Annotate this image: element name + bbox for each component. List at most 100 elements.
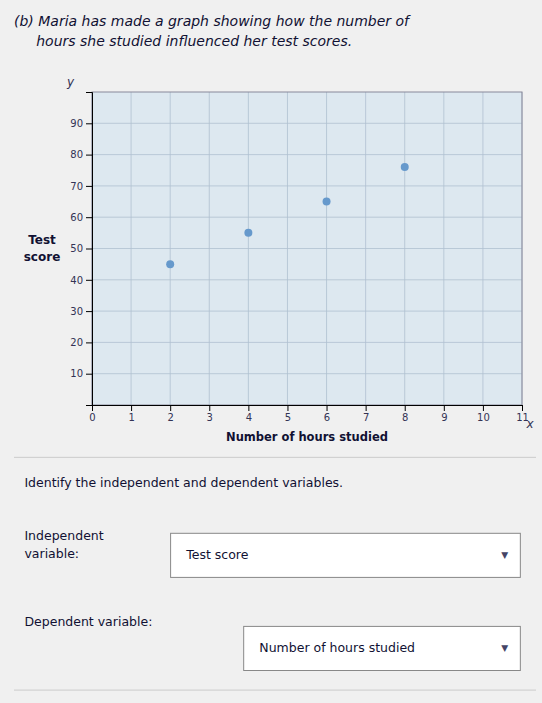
axis-letter-x: x [526, 417, 535, 431]
tick-label: 10 [477, 412, 490, 423]
title-line: hours she studied influenced her test sc… [14, 33, 352, 49]
separator [14, 690, 536, 691]
tick-label: 50 [70, 243, 83, 254]
independent-label: Independent variable: [24, 528, 103, 561]
tick-label: 7 [363, 412, 369, 423]
separator [14, 457, 536, 458]
tick: 4 [246, 405, 252, 423]
grid-line-y [92, 217, 522, 218]
tick-mark [209, 405, 210, 411]
y-axis: 10 20 30 40 50 60 70 80 90 [70, 93, 92, 406]
tick: 6 [324, 405, 330, 423]
tick-label: 40 [70, 275, 83, 286]
annotation-line: variable: [24, 546, 79, 561]
axis-line [93, 406, 523, 412]
point [166, 260, 174, 268]
tick: 10 [70, 368, 92, 379]
tick-mark [86, 249, 92, 250]
answer-text: Number of hours studied [259, 640, 415, 655]
tick: 7 [363, 405, 369, 423]
tick-label: 3 [207, 412, 213, 423]
tick: 30 [70, 306, 92, 317]
tick-mark [366, 405, 367, 411]
tick: 3 [207, 405, 213, 423]
tick-mark [327, 405, 328, 411]
tick-mark [86, 186, 92, 187]
y-axis-title-line: score [24, 250, 61, 264]
tick-mark [86, 123, 92, 124]
tick: 9 [441, 405, 447, 423]
axis-letter-y: y [66, 75, 75, 89]
tick-mark [444, 405, 445, 411]
tick: 90 [70, 118, 92, 129]
tick-mark [86, 342, 92, 343]
tick: 5 [285, 405, 291, 423]
point [401, 163, 409, 171]
grid-line-y [92, 248, 522, 249]
tick: 2 [167, 405, 173, 423]
y-axis-title: Test score [24, 233, 61, 264]
axis-line [86, 93, 93, 406]
title-line: (b) Maria has made a graph showing how t… [14, 13, 411, 29]
grid-line-y [92, 373, 522, 374]
answer-text: Test score [185, 547, 248, 562]
tick-mark [131, 405, 132, 411]
tick-mark [86, 155, 92, 156]
tick-label: 60 [70, 212, 83, 223]
annotation-line: Independent [24, 528, 103, 543]
tick-mark [522, 405, 523, 411]
tick-label: 8 [402, 412, 408, 423]
answer-box [171, 533, 521, 577]
point [244, 229, 252, 237]
tick: 40 [70, 275, 92, 286]
tick-mark [86, 280, 92, 281]
tick: 60 [70, 212, 92, 223]
tick: 1 [128, 405, 134, 423]
grid-line-y [92, 279, 522, 280]
tick-label: 5 [285, 412, 291, 423]
tick-label: 2 [167, 412, 173, 423]
points [166, 163, 409, 268]
x-axis-title: Number of hours studied [226, 430, 388, 444]
tick-label: 80 [70, 149, 83, 160]
tick: 0 [89, 405, 95, 423]
x-axis: 01234567891011 [89, 405, 529, 423]
tick-label: 10 [70, 368, 83, 379]
tick: 10 [477, 405, 490, 423]
grid-line-y [92, 154, 522, 155]
tick: 80 [70, 149, 92, 160]
tick-label: 30 [70, 306, 83, 317]
tick-label: 20 [70, 337, 83, 348]
question: Identify the independent and dependent v… [24, 475, 343, 490]
grid-line-y [92, 185, 522, 186]
grid-line-y [92, 311, 522, 312]
title: (b) Maria has made a graph showing how t… [14, 13, 411, 49]
tick-mark [86, 374, 92, 375]
tick-mark [483, 405, 484, 411]
tick-mark [405, 405, 406, 411]
dependent-label: Dependent variable: [24, 614, 152, 629]
tick-label: 6 [324, 412, 330, 423]
tick: 50 [70, 243, 92, 254]
tick: 8 [402, 405, 408, 423]
tick: 20 [70, 337, 92, 348]
tick-label: 4 [246, 412, 252, 423]
page: (b) Maria has made a graph showing how t… [0, 0, 542, 703]
plot-background [92, 92, 522, 405]
tick-label: 9 [441, 412, 447, 423]
tick-mark [170, 405, 171, 411]
tick: 70 [70, 181, 92, 192]
tick-label: 0 [89, 412, 95, 423]
grid-line-y [92, 123, 522, 124]
tick-mark [86, 217, 92, 218]
tick-mark [86, 311, 92, 312]
tick-label: 90 [70, 118, 83, 129]
y-axis-title-line: Test [28, 233, 56, 247]
tick-mark [287, 405, 288, 411]
point [323, 198, 331, 206]
dropdown-arrow: ▼ [501, 643, 508, 653]
answer-box [244, 626, 521, 670]
grid-line-y [92, 342, 522, 343]
dropdown-arrow: ▼ [501, 550, 508, 560]
grid [92, 92, 522, 405]
